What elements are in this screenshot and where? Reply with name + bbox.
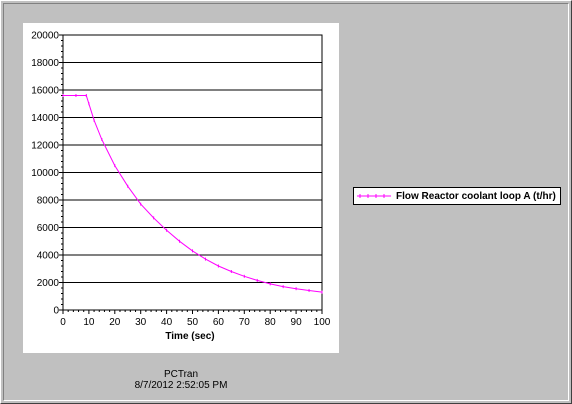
y-tick-label: 10000 <box>31 168 59 179</box>
y-tick-label: 4000 <box>37 251 60 262</box>
y-tick-label: 12000 <box>31 141 59 152</box>
legend-swatch <box>356 192 392 200</box>
y-tick-label: 16000 <box>31 86 59 97</box>
legend-label: Flow Reactor coolant loop A (t/hr) <box>396 190 556 202</box>
x-tick-label: 100 <box>314 317 331 328</box>
y-tick-label: 0 <box>53 306 59 317</box>
x-tick-label: 0 <box>60 317 66 328</box>
x-tick-label: 50 <box>187 317 199 328</box>
x-tick-label: 30 <box>135 317 147 328</box>
y-tick-label: 20000 <box>31 31 59 42</box>
y-tick-label: 18000 <box>31 58 59 69</box>
x-tick-label: 40 <box>161 317 173 328</box>
plot-area-border <box>62 34 323 311</box>
x-tick-label: 70 <box>239 317 251 328</box>
x-tick-label: 90 <box>291 317 303 328</box>
x-tick-label: 10 <box>83 317 95 328</box>
x-tick-label: 80 <box>265 317 277 328</box>
x-tick-label: 60 <box>213 317 225 328</box>
line-chart: 0 2000 4000 6000 8000 10000 12000 14000 16000 180… <box>31 31 331 343</box>
footer-timestamp: 8/7/2012 2:52:05 PM <box>134 380 228 391</box>
y-tick-label: 2000 <box>37 278 60 289</box>
y-tick-label: 8000 <box>37 196 60 207</box>
chart-footer: PCTran 8/7/2012 2:52:05 PM <box>23 369 339 391</box>
x-tick-label: 20 <box>109 317 121 328</box>
legend: Flow Reactor coolant loop A (t/hr) <box>353 187 561 205</box>
x-axis-title: Time (sec) <box>165 331 214 342</box>
footer-app-name: PCTran <box>163 369 199 380</box>
y-tick-label: 14000 <box>31 113 59 124</box>
window-inner-bevel <box>3 3 569 401</box>
y-tick-label: 6000 <box>37 223 60 234</box>
series-line <box>63 95 323 293</box>
chart-panel: 0 2000 4000 6000 8000 10000 12000 14000 16000 180… <box>23 23 339 353</box>
